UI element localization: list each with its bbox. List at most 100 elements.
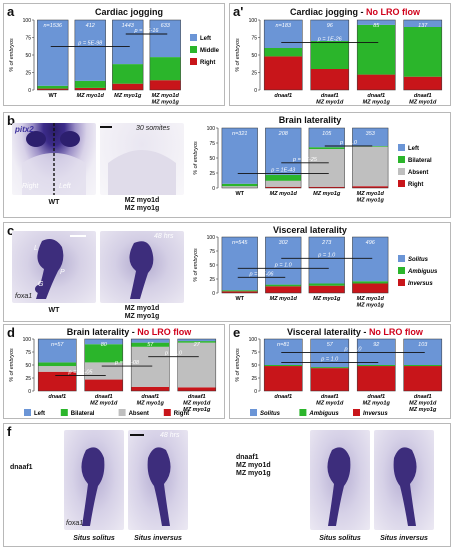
bar-segment-bilateral	[84, 344, 123, 363]
bar-segment-bilateral	[38, 362, 77, 367]
n-count-label: 85	[373, 23, 380, 29]
y-tick-label: 100	[207, 126, 216, 132]
x-category-label: WT	[235, 296, 244, 302]
bar-segment-inversus	[403, 366, 442, 391]
bar-segment-left	[131, 339, 170, 343]
p-value-label: p = 1E-08	[114, 360, 140, 366]
bar-outline	[37, 338, 77, 392]
panel-label-a2: a'	[233, 4, 244, 19]
bar-segment-right	[37, 88, 69, 90]
legend-label: Solitus	[408, 257, 429, 263]
chart-title-c: Visceral laterality	[273, 225, 347, 235]
bar-segment-left	[308, 128, 345, 148]
f-photo-2: 48 hrs	[128, 430, 188, 530]
x-category-label: MZ myo1g	[409, 407, 437, 413]
legend-swatch	[24, 409, 31, 416]
bar-segment-inversus	[221, 291, 258, 293]
bar-segment-right	[84, 379, 123, 391]
scale-bar	[70, 235, 86, 237]
f-caption-4: Situs inversus	[380, 535, 428, 542]
y-tick-label: 0	[254, 88, 257, 94]
bar-outline	[263, 19, 303, 91]
bar-outline	[263, 338, 303, 392]
legend-label: Absent	[408, 170, 428, 176]
x-category-label: MZ myo1d	[409, 401, 437, 407]
pitx2-mutant-photo: 30 somites	[100, 123, 184, 195]
pancreas-label: P	[60, 269, 65, 276]
bar-outline	[221, 127, 258, 189]
chart-brain-laterality: % of embryos 0 25 50 75 100 n=321 WT 208 MZ myo1d…	[193, 126, 432, 204]
x-category-label: dnaaf1	[414, 93, 432, 99]
bar-segment-inversus	[264, 366, 303, 391]
bar-segment-inversus	[308, 285, 345, 293]
gut-label: G	[38, 281, 44, 288]
bar-segment-solitus	[352, 237, 389, 282]
bar-segment-middle	[264, 48, 303, 57]
somite-stage-label: 30 somites	[136, 125, 170, 132]
bar-outline	[403, 338, 443, 392]
bar-outline	[310, 338, 350, 392]
n-count-label: n=321	[232, 131, 247, 137]
x-category-label: dnaaf1	[321, 93, 339, 99]
n-count-label: n=1536	[43, 23, 62, 29]
bar-segment-right	[264, 56, 303, 90]
f-stage-label: 48 hrs	[160, 432, 180, 439]
legend-swatch	[250, 409, 257, 416]
y-tick-label: 50	[209, 263, 215, 269]
legend-label: Right	[408, 182, 423, 188]
bar-segment-absent	[308, 149, 345, 187]
y-tick-label: 0	[254, 389, 257, 395]
chart-cardiac-jogging: % of embryos 0 25 50 75 100 n=1536 WT 412 MZ myo1…	[9, 18, 220, 106]
legend-label: Bilateral	[71, 411, 95, 417]
y-axis-label: % of embryos	[9, 348, 15, 382]
y-tick-label: 75	[25, 350, 31, 356]
x-category-label: MZ myo1d	[357, 296, 385, 302]
chart-title-b: Brain laterality	[278, 115, 342, 125]
p-value-label: p = 1.0	[274, 262, 293, 268]
y-tick-label: 50	[25, 363, 31, 369]
p-value-label: p = 1.0	[164, 351, 183, 357]
y-axis-label: % of embryos	[235, 348, 241, 382]
x-category-label: MZ myo1g	[363, 100, 391, 106]
bar-segment-bilateral	[177, 341, 216, 343]
bar-outline	[265, 127, 302, 189]
y-tick-label: 100	[23, 18, 32, 24]
x-category-label: dnaaf1	[414, 394, 432, 400]
bar-outline	[112, 19, 144, 91]
x-category-label: MZ myo1d	[77, 93, 105, 99]
bar-segment-solitus	[264, 339, 303, 365]
bar-segment-right	[149, 80, 181, 90]
n-count-label: 27	[193, 342, 201, 348]
bar-segment-ambiguus	[221, 290, 258, 292]
chart-cardiac-jogging-no-flow: % of embryos 0 25 50 75 100 n=183 dnaaf1 96 dnaaf…	[235, 18, 443, 106]
legend-label: Bilateral	[408, 158, 432, 164]
p-value-label: p = 2E-16	[133, 28, 159, 34]
bar-segment-middle	[357, 24, 396, 75]
f-genotype-2: dnaaf1 MZ myo1d MZ myo1g	[236, 454, 271, 477]
x-category-label: dnaaf1	[274, 93, 292, 99]
x-category-label: dnaaf1	[321, 394, 339, 400]
bar-outline	[265, 236, 302, 294]
legend-swatch	[60, 409, 68, 416]
y-tick-label: 75	[209, 249, 215, 255]
foxa1-gene-label: foxa1	[15, 293, 33, 300]
liver-label: L	[34, 245, 38, 252]
bar-segment-solitus	[221, 237, 258, 291]
n-count-label: 137	[418, 23, 428, 29]
bar-outline	[310, 19, 350, 91]
bar-segment-right	[38, 371, 77, 391]
y-tick-label: 25	[209, 171, 215, 177]
bar-outline	[177, 338, 217, 392]
y-tick-label: 100	[249, 18, 258, 24]
x-category-label: MZ myo1g	[183, 407, 211, 413]
bar-segment-middle	[310, 41, 349, 69]
x-category-label: WT	[235, 191, 244, 197]
bar-outline	[403, 19, 443, 91]
bar-segment-right	[74, 87, 106, 90]
bar-outline	[352, 236, 389, 294]
n-count-label: 57	[327, 342, 334, 348]
n-count-label: n=81	[277, 342, 289, 348]
f-gene-label: foxa1	[66, 520, 84, 527]
bar-segment-absent	[352, 146, 389, 187]
foxa1-wt-photo: L P G foxa1	[12, 231, 96, 303]
